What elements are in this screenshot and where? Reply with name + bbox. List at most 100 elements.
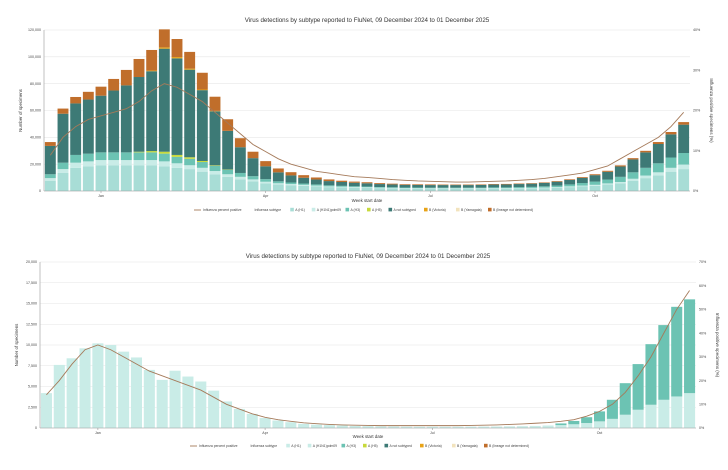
bar-segment [247,414,258,428]
bar-segment [374,183,385,184]
bar-segment [412,185,423,188]
bar-segment [235,179,246,191]
bar-segment [134,160,145,165]
bar-segment [234,409,245,428]
bar-segment [577,183,588,186]
y-tick-label: 15,000 [26,302,37,306]
bar-segment [286,185,297,191]
bar-segment [450,188,461,189]
legend-swatch [290,208,294,212]
bar-segment [83,167,94,191]
bar-segment [324,425,335,428]
bar-segment [671,307,682,397]
bar-segment [248,158,259,176]
bar-segment [564,186,575,187]
bar-segment [184,70,195,158]
bar-segment [374,184,385,187]
bar-segment [184,157,195,159]
bar-segment [539,183,550,186]
legend-swatch [286,444,290,448]
bar-segment [210,111,221,165]
bar-segment [501,184,512,185]
bar-segment [58,114,69,163]
bar-segment [555,425,566,428]
bar-segment [514,188,525,189]
bar-segment [134,152,145,153]
legend-item-label: A (H3) [347,444,357,448]
y-tick-label: 20,000 [30,162,41,166]
bar-segment [108,79,119,91]
bar-segment [640,178,651,191]
y-tick-label: 80,000 [30,82,41,86]
y-tick-label: 7,500 [28,364,37,368]
bar-segment [286,172,297,175]
bar-segment [131,357,142,428]
bar-segment [577,178,588,183]
bar-segment [678,153,689,165]
bar-segment [658,400,669,428]
legend-swatch [346,208,350,212]
bar-segment [514,184,525,187]
bar-segment [476,189,487,191]
y2-tick-label: 0% [693,189,699,193]
bar-segment [463,189,474,191]
bar-segment [476,188,487,189]
bar-segment [79,348,90,428]
bar-segment [324,185,335,186]
bar-segment [602,183,613,184]
bar-segment [197,161,208,162]
x-tick-label: Jan [95,431,101,435]
bar-segment [159,161,170,166]
bar-segment [222,119,233,131]
bar-segment [92,343,103,428]
bar-segment [146,71,157,72]
bar-segment [568,421,579,424]
bar-segment [564,187,575,191]
bar-segment [543,426,554,428]
bar-segment [590,182,601,185]
bar-segment [645,344,656,405]
bar-segment [602,172,613,180]
legend-item-label: B (Victoria) [425,444,442,448]
bar-segment [197,90,208,161]
legend-item-label: B (Yamagata) [461,208,482,212]
bar-segment [615,177,626,182]
bar-segment [311,184,322,185]
bar-segment [653,172,664,175]
legend-swatch [452,444,456,448]
x-tick-label: Jan [98,194,104,198]
bar-segment [362,188,373,191]
bar-segment [146,151,157,152]
bar-segment [146,50,157,71]
bar-segment [552,188,563,191]
bar-segment [526,187,537,188]
bar-segment [438,189,449,191]
bar-segment [568,424,579,428]
legend-line-label: Influenza percent positive [203,208,242,212]
bar-segment [514,187,525,188]
bar-segment [108,91,119,153]
y2-tick-label: 40% [699,331,707,335]
bar-segment [653,163,664,172]
bar-segment [615,167,626,177]
bar-segment [564,179,575,180]
bar-segment [374,188,385,191]
bar-segment [235,173,246,177]
legend-item-label: A (H5) [368,444,378,448]
bar-segment [501,187,512,188]
bar-segment [590,175,601,181]
bar-segment [374,187,385,188]
bar-segment [285,422,296,428]
bar-segment [159,49,170,152]
bar-segment [286,175,297,182]
y2-tick-label: 10% [699,402,707,406]
bar-segment [349,188,360,191]
bar-segment [83,100,94,154]
y-tick-label: 12,500 [26,322,37,326]
y-tick-label: 120,000 [28,28,41,32]
bar-segment [83,92,94,100]
bar-segment [640,176,651,179]
bar-segment [159,47,170,48]
